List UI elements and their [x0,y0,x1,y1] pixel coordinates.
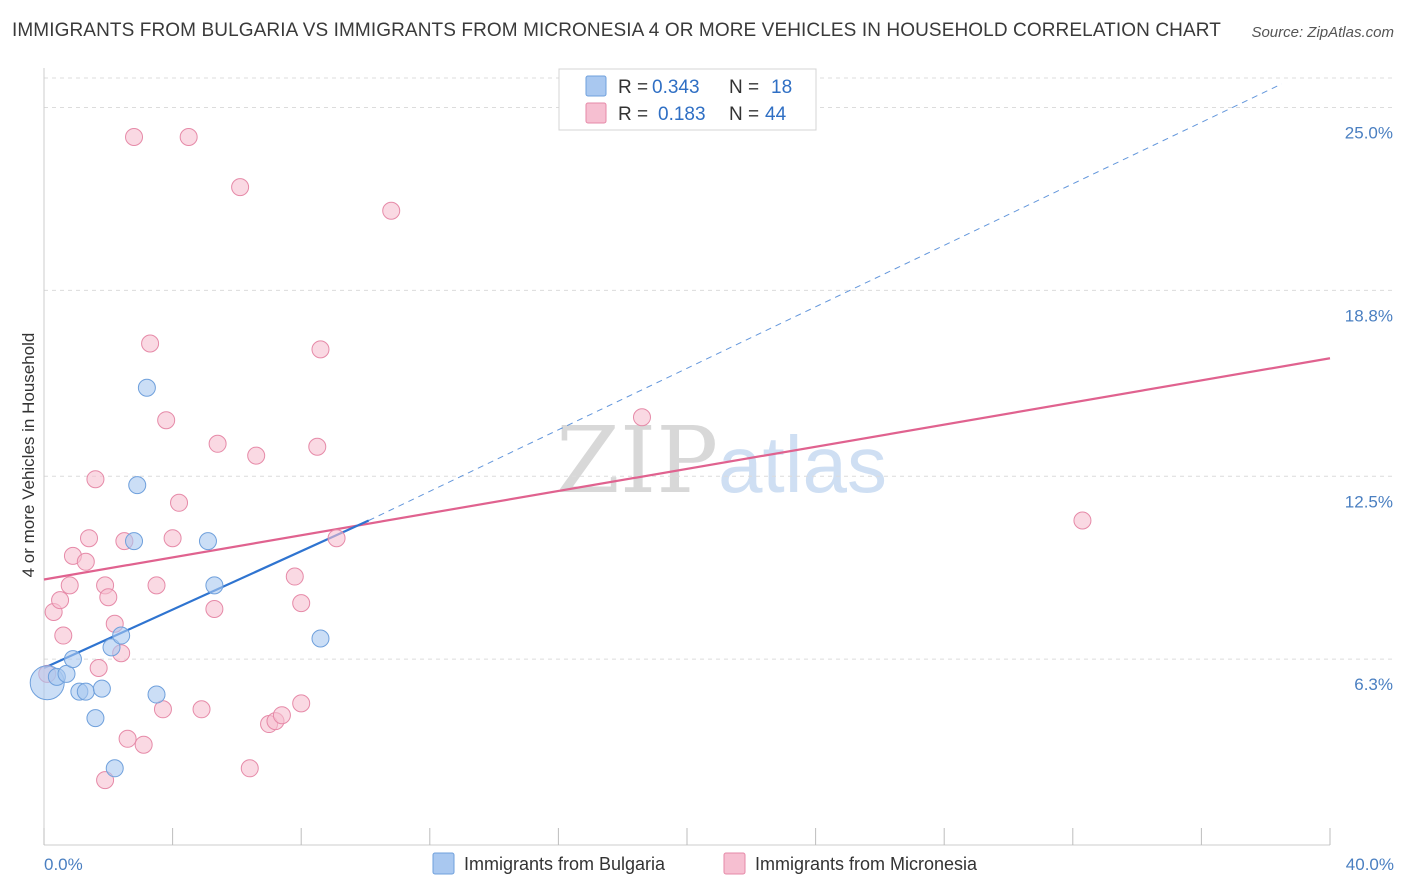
legend-bottom-swatch-bulgaria [432,852,455,875]
point-micronesia [157,411,176,430]
point-micronesia [80,529,99,548]
correlation-legend: R = 0.343 N = 18 R = 0.183 N = 44 [558,68,817,131]
point-micronesia [1073,511,1092,530]
point-bulgaria [198,532,217,551]
point-micronesia [179,128,198,146]
legend-bottom-label-micronesia: Immigrants from Micronesia [755,854,978,874]
point-micronesia [51,591,70,610]
point-micronesia [247,446,266,465]
legend-n-label-micronesia: N = [729,104,759,125]
legend-r-label-micronesia: R = [618,104,648,125]
point-bulgaria [86,709,105,728]
y-tick-label: 25.0% [1345,124,1393,143]
point-micronesia [76,552,95,571]
point-micronesia [89,659,108,677]
point-bulgaria [128,476,147,495]
point-bulgaria [112,626,131,645]
point-micronesia [327,529,346,548]
watermark-zip: ZIP [556,407,718,514]
trend-lines [43,83,1331,670]
point-micronesia [192,700,211,719]
data-points [29,128,1092,790]
point-micronesia [632,408,651,427]
point-micronesia [285,567,304,586]
watermark-atlas: atlas [718,420,887,509]
point-micronesia [292,594,311,613]
point-micronesia [170,493,189,512]
point-micronesia [141,334,160,353]
trend-line-micronesia [43,357,1331,581]
x-tick-label-min: 0.0% [44,855,83,874]
x-tick-labels: 0.0% 40.0% [44,855,1394,874]
y-tick-label: 18.8% [1345,306,1393,325]
legend-n-label-bulgaria: N = [729,77,759,98]
legend-n-value-bulgaria: 18 [771,77,792,98]
x-tick-label-max: 40.0% [1346,855,1394,874]
trend-line-bulgaria [43,519,370,670]
point-bulgaria [125,532,144,551]
legend-r-value-micronesia: 0.183 [658,104,706,125]
point-bulgaria [105,759,124,778]
point-micronesia [125,128,144,146]
point-bulgaria [311,629,330,648]
y-tick-label: 6.3% [1354,675,1393,694]
point-micronesia [205,600,224,618]
chart-title: IMMIGRANTS FROM BULGARIA VS IMMIGRANTS F… [12,20,1221,41]
series-legend: Immigrants from Bulgaria Immigrants from… [432,852,978,875]
point-bulgaria [92,679,111,698]
point-micronesia [163,529,182,548]
point-micronesia [382,201,401,220]
axes [43,68,1331,846]
point-micronesia [147,576,166,595]
grid-lines [44,77,1394,660]
point-bulgaria [137,378,156,397]
legend-r-value-bulgaria: 0.343 [652,77,700,98]
y-axis-label: 4 or more Vehicles in Household [19,333,38,578]
point-micronesia [60,576,79,595]
point-micronesia [308,437,327,456]
legend-r-label-bulgaria: R = [618,77,648,98]
trend-line-bulgaria-extension [368,83,1282,521]
point-micronesia [54,626,73,645]
legend-bottom-label-bulgaria: Immigrants from Bulgaria [464,854,666,874]
source-credit: Source: ZipAtlas.com [1251,24,1394,41]
point-micronesia [272,706,291,725]
point-micronesia [240,759,259,778]
point-micronesia [118,729,137,748]
point-micronesia [99,588,118,607]
y-tick-labels: 6.3% 12.5% 18.8% 25.0% [1345,124,1393,695]
point-bulgaria [102,638,121,657]
y-tick-label: 12.5% [1345,492,1393,511]
point-bulgaria [205,576,224,595]
legend-swatch-bulgaria [585,75,607,97]
legend-bottom-swatch-micronesia [723,852,746,875]
legend-swatch-micronesia [585,102,607,124]
point-micronesia [96,771,115,790]
point-micronesia [292,694,311,713]
point-micronesia [134,735,153,754]
point-bulgaria [76,682,95,701]
point-bulgaria [63,650,82,669]
point-micronesia [231,178,250,197]
point-micronesia [311,340,330,359]
legend-n-value-micronesia: 44 [765,104,787,125]
point-bulgaria [147,685,166,704]
point-micronesia [86,470,105,489]
point-micronesia [208,434,227,453]
